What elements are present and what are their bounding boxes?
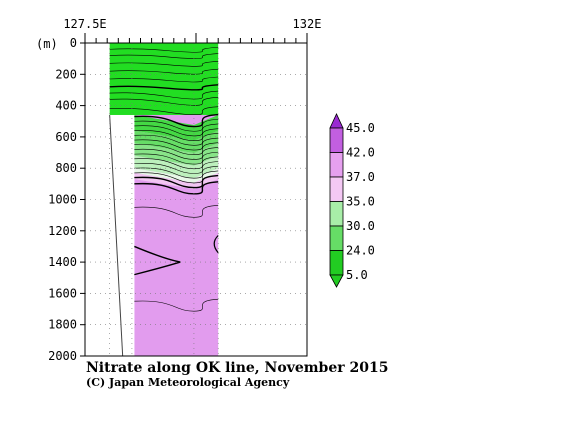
y-tick-label-7: 1400 [48,255,77,269]
contour-line-25 [134,298,219,312]
contour-line-21 [134,170,219,184]
y-tick-label-4: 800 [55,161,77,175]
bottom-topography-line [109,114,124,357]
colorbar-segment-2 [329,201,344,227]
fill-band-2 [134,143,219,166]
fill-band-1 [134,130,219,154]
contour-line-22 [134,174,219,189]
colorbar-label-1: 24.0 [346,244,375,258]
contour-line-0 [109,46,219,53]
section-fills [109,43,219,357]
fill-shelf-blank [109,114,135,357]
colorbar-label-5: 42.0 [346,146,375,160]
contour-line-9 [134,113,219,128]
x-tick-label-1: 132E [293,17,322,31]
colorbar-label-0: 5.0 [346,268,368,282]
y-tick-label-10: 2000 [48,349,77,363]
y-tick-label-0: 0 [70,36,77,50]
grid-lines [85,43,307,356]
contour-line-11 [134,123,219,137]
contour-line-2 [109,61,219,67]
colorbar-extend-bottom [329,274,344,288]
colorbar-label-2: 30.0 [346,219,375,233]
contour-line-5 [109,84,219,91]
contour-line-15 [134,142,219,156]
credit-line: (C) Japan Meteorological Agency [86,376,290,389]
y-tick-label-3: 600 [55,130,77,144]
y-axis-ticks: 0 200 400 600 800 1000 1200 1400 1600 1800 2000 [48,36,85,363]
colorbar: 5.0 24.0 30.0 35.0 37.0 42.0 45.0 [329,113,375,288]
colorbar-segment-1 [329,225,344,251]
contour-line-4 [109,76,219,83]
contour-line-16 [134,147,219,160]
y-tick-label-6: 1200 [48,224,77,238]
contour-line-3 [109,68,219,75]
colorbar-segment-0 [329,250,344,276]
contour-line-8 [109,106,219,116]
colorbar-segment-3 [329,176,344,202]
section-contours [109,46,219,312]
colorbar-label-3: 35.0 [346,195,375,209]
colorbar-label-6: 45.0 [346,121,375,135]
contour-line-24 [134,205,219,218]
colorbar-segment-5 [329,127,344,153]
contour-line-14 [134,137,219,151]
contour-line-17 [134,151,219,165]
contour-line-10 [134,118,219,132]
fill-band-4 [134,168,219,183]
x-axis-ticks: 127.5E 132E [63,17,321,43]
contour-line-6 [109,90,219,100]
y-tick-label-1: 200 [55,67,77,81]
contour-deep-bulge [213,235,219,254]
fill-band-3 [134,155,219,179]
chart-title: Nitrate along OK line, November 2015 [86,360,388,376]
y-tick-label-8: 1600 [48,286,77,300]
colorbar-label-4: 37.0 [346,170,375,184]
y-axis-label: (m) [36,37,58,51]
contour-line-12 [134,128,219,141]
y-tick-label-2: 400 [55,99,77,113]
y-tick-label-5: 1000 [48,193,77,207]
colorbar-segment-4 [329,152,344,178]
y-tick-label-9: 1800 [48,318,77,332]
fill-band-5 [134,172,219,190]
x-tick-label-0: 127.5E [63,17,106,31]
contour-line-7 [109,97,219,106]
